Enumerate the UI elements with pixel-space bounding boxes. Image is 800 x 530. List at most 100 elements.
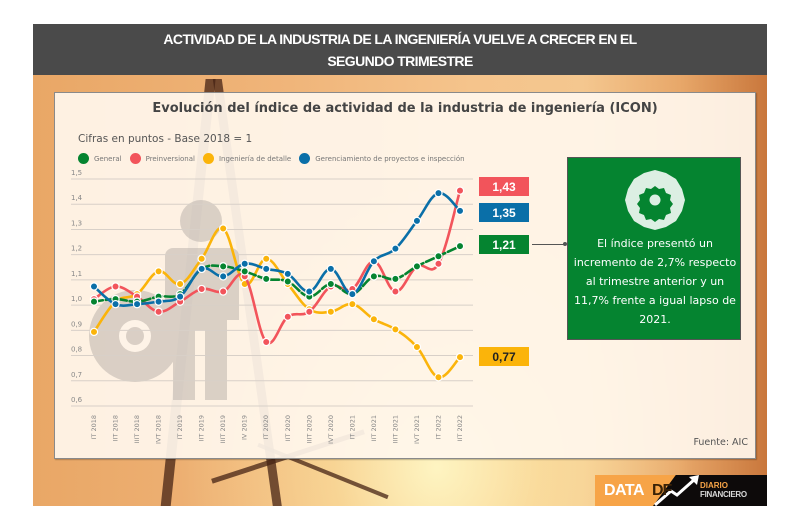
data-point-preinversional: IIIT 2019: 1.03 bbox=[218, 287, 228, 296]
data-point-gerenciamiento: IIIT 2020: 1.03 bbox=[305, 287, 314, 296]
data-point-general: IVT 2021: 1.13 bbox=[412, 262, 422, 271]
data-point-general: IT 2018: 0.99 bbox=[89, 297, 99, 306]
y-tick-label: 0,7 bbox=[71, 371, 82, 379]
data-point-gerenciamiento: IIT 2022: 1.35 bbox=[455, 206, 465, 216]
gear-hub bbox=[126, 327, 144, 345]
data-point-preinversional: IIT 2018: 1.05 bbox=[111, 282, 120, 291]
legend-item-preinversional: Preinversional bbox=[129, 153, 195, 164]
data-point-detalle: IT 2019: 1.06 bbox=[175, 279, 185, 289]
y-tick-label: 1,1 bbox=[71, 270, 82, 278]
x-tick-label: IIT 2022 bbox=[456, 415, 464, 441]
end-value-label-detalle: 0,77 bbox=[479, 347, 529, 366]
data-point-preinversional: IT 2020: 0.83 bbox=[262, 337, 271, 347]
data-point-gerenciamiento: IT 2019: 1.01 bbox=[175, 292, 185, 301]
chart-series: IT 2018: 0.87IIT 2018: 0.99IIIT 2018: 1.… bbox=[89, 186, 465, 382]
data-point-detalle: IIT 2022: 0.77 bbox=[455, 352, 465, 362]
trend-arrow-icon bbox=[654, 475, 699, 506]
x-tick-label: IIIT 2019 bbox=[219, 415, 227, 443]
highlight-infobox: El índice presentó un incremento de 2,7%… bbox=[567, 157, 741, 340]
data-point-preinversional: IIIT 2020: 0.95 bbox=[305, 307, 314, 316]
series-line-gerenciamiento bbox=[92, 191, 462, 307]
x-tick-label: IT 2018 bbox=[90, 415, 98, 440]
data-point-preinversional: IT 2022: 1.14 bbox=[434, 259, 443, 268]
y-tick-label: 0,9 bbox=[71, 320, 82, 328]
infographic: ACTIVIDAD DE LA INDUSTRIA DE LA INGENIER… bbox=[33, 24, 767, 506]
header-title: ACTIVIDAD DE LA INDUSTRIA DE LA INGENIER… bbox=[33, 24, 767, 75]
chart-title: Evolución del índice de actividad de la … bbox=[152, 101, 658, 116]
legend-swatch-gerenciamiento bbox=[299, 153, 311, 164]
legend-swatch-preinversional bbox=[129, 153, 141, 164]
data-point-detalle: IT 2021: 0.98 bbox=[348, 299, 357, 309]
data-point-detalle: IVT 2021: 0.81 bbox=[412, 342, 422, 352]
data-point-gerenciamiento: IT 2021: 1.02 bbox=[348, 289, 357, 299]
data-point-general: IVT 2020: 1.06 bbox=[326, 279, 336, 289]
data-point-general: IIT 2020: 1.07 bbox=[283, 277, 292, 286]
data-point-general: IIIT 2021: 1.08 bbox=[391, 274, 400, 284]
data-point-gerenciamiento: IIIT 2019: 1.09 bbox=[218, 272, 228, 281]
x-axis: IT 2018 IIT 2018 IIIT 2018 IVT 2018 IT 2019 I… bbox=[90, 415, 464, 444]
data-point-general: IIT 2022: 1.21 bbox=[455, 241, 465, 251]
line-chart: 1,5 1,4 1,3 1,2 1,1 1,0 0,9 0,8 0,7 0,6 IT 2018 II… bbox=[71, 169, 473, 444]
x-tick-label: IVT 2020 bbox=[327, 415, 335, 444]
data-point-gerenciamiento: IT 2020: 1.12 bbox=[262, 264, 271, 274]
logo-df-text: DF bbox=[652, 482, 672, 499]
data-point-gerenciamiento: IVT 2018: 0.99 bbox=[154, 297, 163, 306]
callout-connector-line bbox=[532, 244, 565, 245]
data-point-general: IT 2022: 1.17 bbox=[434, 252, 443, 261]
x-tick-label: IIT 2018 bbox=[112, 415, 120, 441]
logo-data-text: DATA bbox=[604, 482, 645, 499]
x-tick-label: IT 2019 bbox=[176, 415, 184, 440]
legend-label-gerenciamiento: Gerenciamiento de proyectos e inspección bbox=[315, 154, 465, 163]
legend-swatch-general bbox=[78, 153, 89, 164]
data-point-preinversional: IIIT 2021: 1.03 bbox=[391, 287, 400, 296]
data-point-preinversional: IIT 2022: 1.43 bbox=[455, 186, 465, 195]
series-gerenciamiento: IT 2018: 1.05 IIT 2018: 0.98 IIIT 2018: 0.… bbox=[89, 188, 465, 309]
x-tick-label: IIT 2020 bbox=[284, 415, 292, 441]
y-tick-label: 0,8 bbox=[71, 346, 82, 354]
legend-label-general: General bbox=[94, 154, 122, 163]
data-point-preinversional: IVT 2018: 0.95 bbox=[154, 307, 163, 316]
y-tick-label: 0,6 bbox=[71, 396, 83, 404]
data-point-detalle: IVT 2018: 1.11 bbox=[154, 267, 163, 276]
legend-label-detalle: Ingeniería de detalle bbox=[218, 154, 292, 163]
y-tick-label: 1,4 bbox=[71, 194, 83, 202]
end-value-label-gerenciamiento: 1,35 bbox=[479, 203, 529, 222]
data-point-gerenciamiento: IIT 2020: 1.1 bbox=[283, 269, 292, 279]
data-point-detalle: IT 2022: 0.69 bbox=[434, 373, 443, 382]
legend-item-general: General bbox=[78, 153, 122, 164]
data-point-detalle: IIIT 2019: 1.28 bbox=[218, 224, 228, 233]
x-tick-label: IT 2021 bbox=[348, 415, 356, 440]
header-title-line1: ACTIVIDAD DE LA INDUSTRIA DE LA INGENIER… bbox=[163, 31, 637, 47]
x-tick-label: IIT 2019 bbox=[198, 415, 206, 441]
data-point-gerenciamiento: IIIT 2018: 0.98 bbox=[132, 299, 142, 309]
data-point-general: IIIT 2019: 1.13 bbox=[218, 262, 228, 271]
end-value-label-preinversional: 1,43 bbox=[479, 177, 529, 196]
y-axis: 1,5 1,4 1,3 1,2 1,1 1,0 0,9 0,8 0,7 0,6 bbox=[71, 169, 83, 404]
x-tick-label: IIT 2021 bbox=[370, 415, 378, 441]
x-tick-label: IIIT 2020 bbox=[305, 415, 313, 443]
data-point-preinversional: IIT 2020: 0.93 bbox=[283, 312, 292, 321]
y-tick-label: 1,2 bbox=[71, 245, 82, 253]
data-point-detalle: IIT 2021: 0.92 bbox=[369, 315, 379, 324]
worker-head-icon bbox=[180, 200, 222, 242]
logo-diario-text: DIARIO bbox=[700, 481, 728, 490]
chart-legend: General Preinversional Ingeniería de det… bbox=[78, 153, 473, 164]
series-detalle: IT 2018: 0.87IIT 2018: 0.99IIIT 2018: 1.… bbox=[89, 224, 465, 382]
legend-item-detalle: Ingeniería de detalle bbox=[202, 153, 292, 164]
y-tick-label: 1,3 bbox=[71, 219, 82, 227]
data-point-gerenciamiento: IT 2018: 1.05 bbox=[89, 282, 99, 291]
data-point-gerenciamiento: IVT 2021: 1.31 bbox=[412, 216, 422, 226]
chart-panel: Evolución del índice de actividad de la … bbox=[54, 92, 756, 459]
data-point-general: IT 2020: 1.08 bbox=[262, 274, 271, 284]
source-note: Fuente: AIC bbox=[693, 437, 748, 448]
logo-financiero-text: FINANCIERO bbox=[700, 490, 747, 499]
gear-icon bbox=[625, 170, 685, 230]
header-title-line2: SEGUNDO TRIMESTRE bbox=[327, 53, 473, 69]
data-point-preinversional: IIT 2019: 1.04 bbox=[197, 284, 206, 294]
y-tick-label: 1,0 bbox=[71, 295, 82, 303]
x-tick-label: IIIT 2021 bbox=[391, 415, 399, 443]
data-point-gerenciamiento: IVT 2020: 1.12 bbox=[326, 264, 336, 274]
data-point-detalle: IIT 2019: 1.16 bbox=[197, 254, 206, 263]
data-point-gerenciamiento: IIT 2021: 1.15 bbox=[369, 257, 379, 266]
